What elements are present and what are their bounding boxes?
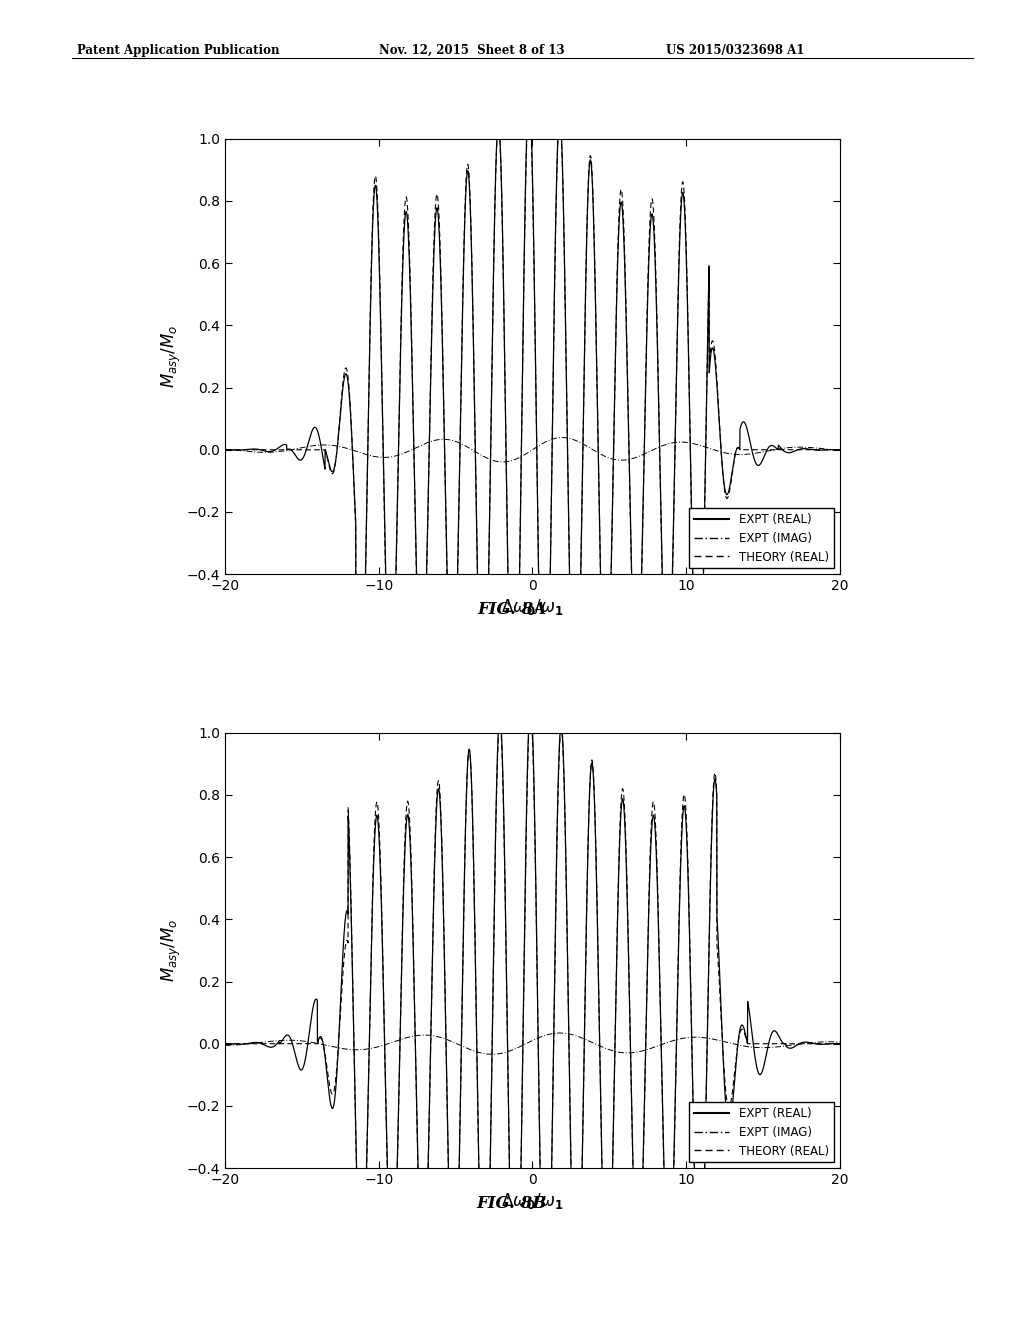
Text: FIG. 8B: FIG. 8B xyxy=(477,1195,547,1212)
X-axis label: $\Delta\omega_\mathbf{0}/\omega_\mathbf{1}$: $\Delta\omega_\mathbf{0}/\omega_\mathbf{… xyxy=(501,1191,564,1212)
Text: FIG. 8A: FIG. 8A xyxy=(477,601,547,618)
Text: US 2015/0323698 A1: US 2015/0323698 A1 xyxy=(666,44,804,57)
Text: Nov. 12, 2015  Sheet 8 of 13: Nov. 12, 2015 Sheet 8 of 13 xyxy=(379,44,564,57)
Text: Patent Application Publication: Patent Application Publication xyxy=(77,44,280,57)
X-axis label: $\Delta\omega_\mathbf{0}/\omega_\mathbf{1}$: $\Delta\omega_\mathbf{0}/\omega_\mathbf{… xyxy=(501,597,564,618)
Legend: EXPT (REAL), EXPT (IMAG), THEORY (REAL): EXPT (REAL), EXPT (IMAG), THEORY (REAL) xyxy=(689,1102,834,1163)
Y-axis label: $M_{asy}/M_o$: $M_{asy}/M_o$ xyxy=(160,919,182,982)
Legend: EXPT (REAL), EXPT (IMAG), THEORY (REAL): EXPT (REAL), EXPT (IMAG), THEORY (REAL) xyxy=(689,508,834,569)
Y-axis label: $M_{asy}/M_o$: $M_{asy}/M_o$ xyxy=(160,325,182,388)
